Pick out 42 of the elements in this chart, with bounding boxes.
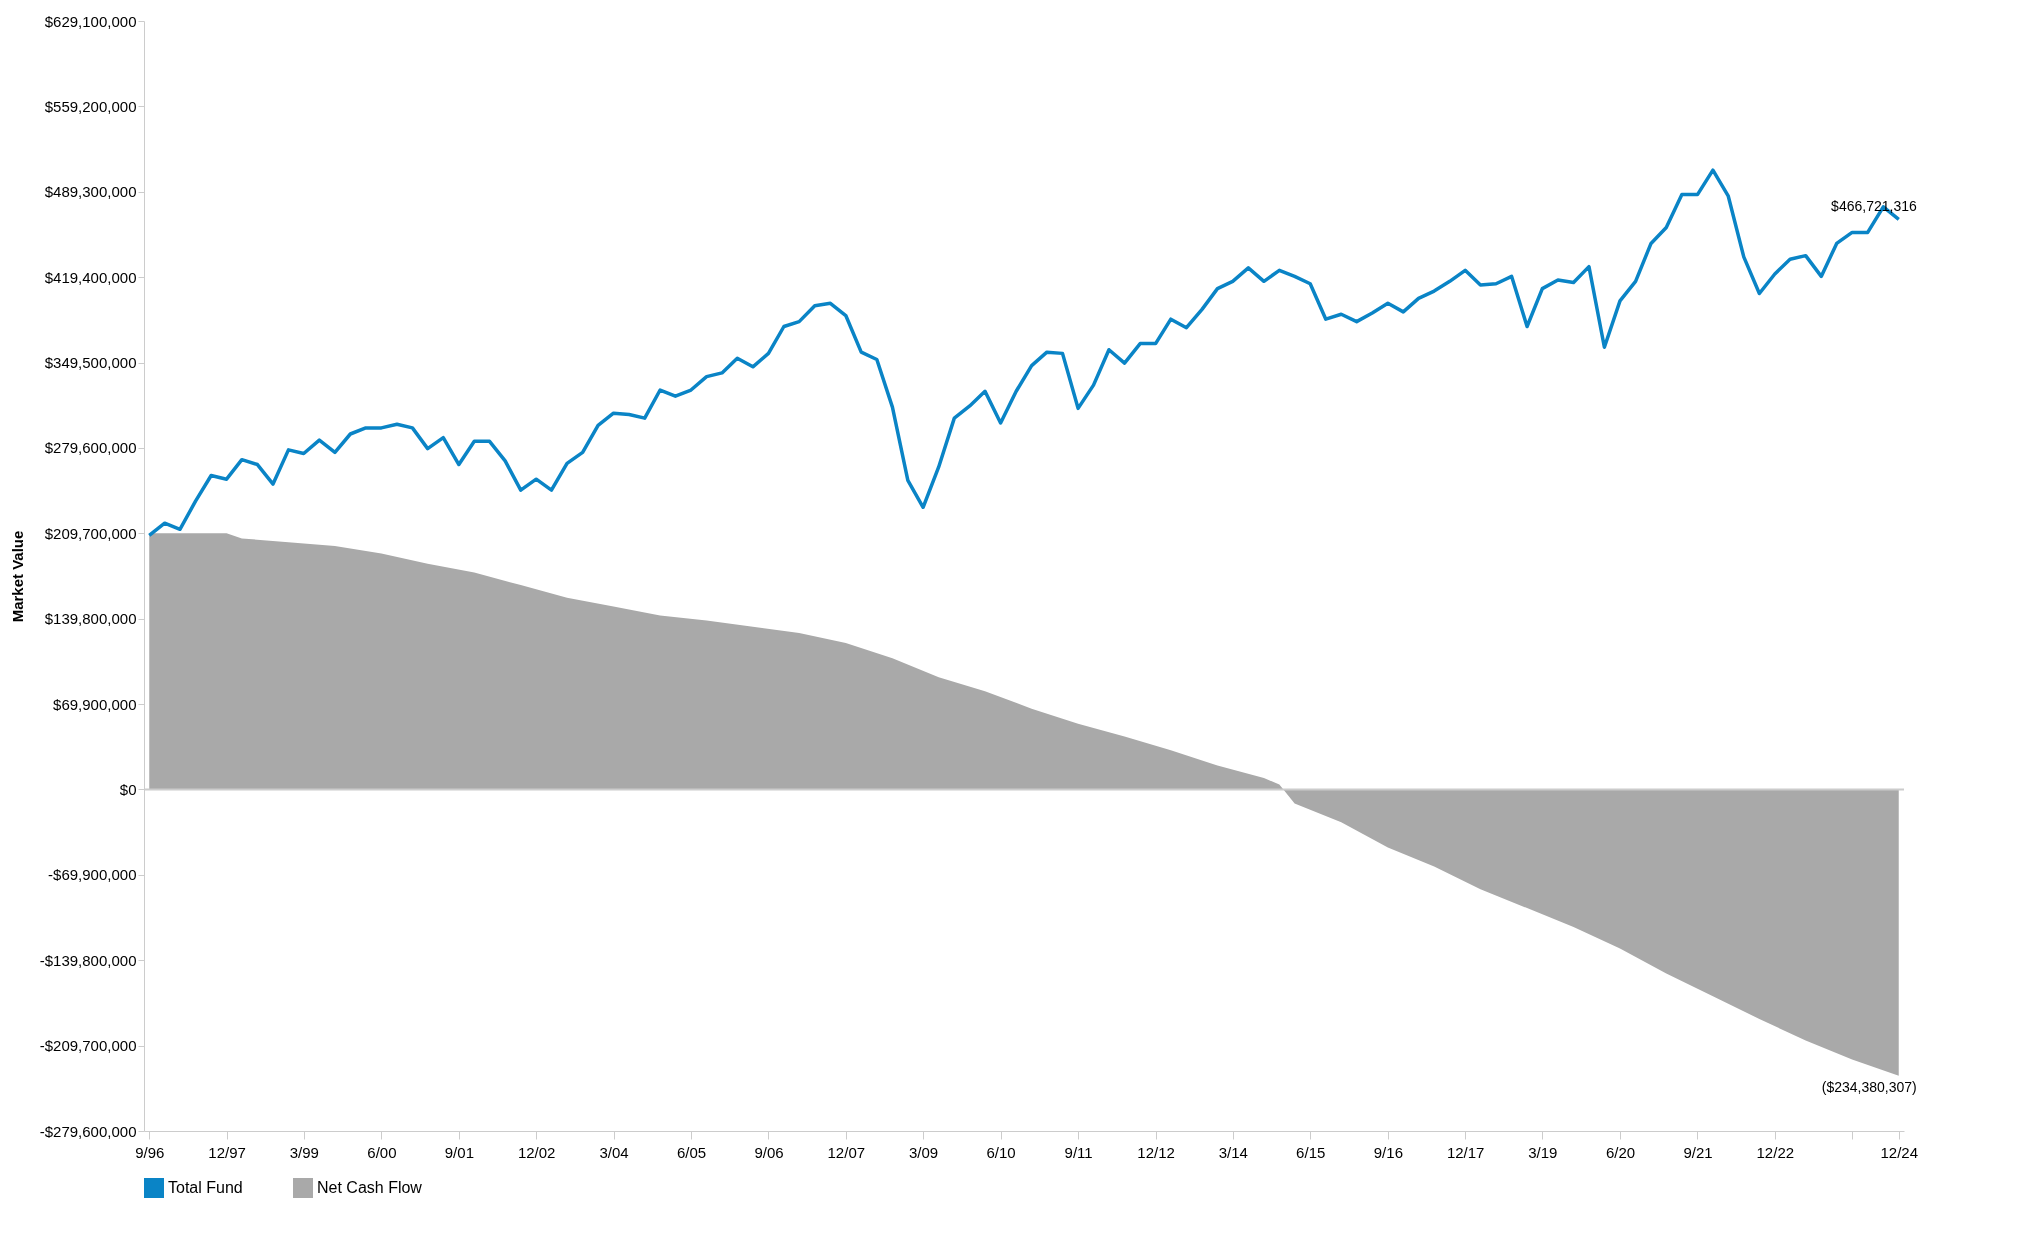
annotation: $466,721,316 [1831,198,1917,215]
x-tick-label: 12/22 [1756,1143,1795,1161]
x-tick-label: 3/04 [599,1143,629,1161]
y-tick-label: $349,500,000 [44,354,137,372]
y-tick-label: $139,800,000 [44,610,137,628]
x-tick-label: 3/99 [289,1143,319,1161]
x-tick-label: 6/00 [367,1143,397,1161]
x-tick-label: 12/07 [827,1143,866,1161]
y-tick-label: -$279,600,000 [39,1122,137,1140]
y-tick-label: -$139,800,000 [39,951,137,969]
y-tick-label: -$209,700,000 [39,1037,137,1055]
y-tick-label: $419,400,000 [44,268,137,286]
x-tick-label: 3/09 [909,1143,939,1161]
y-tick-label: -$69,900,000 [48,866,137,884]
x-tick-label: 9/21 [1683,1143,1713,1161]
y-tick-label: $0 [119,780,137,798]
y-axis-title: Market Value [8,530,26,623]
y-tick-label: $629,100,000 [44,12,137,30]
x-tick-label: 12/12 [1137,1143,1175,1161]
legend-label: Net Cash Flow [317,1179,423,1196]
annotation: ($234,380,307) [1821,1078,1917,1095]
x-tick-label: 6/05 [676,1143,707,1161]
x-tick-label: 12/17 [1446,1143,1485,1161]
x-tick-label: 9/06 [754,1143,784,1161]
x-tick-label: 6/20 [1605,1143,1636,1161]
y-tick-label: $489,300,000 [44,183,137,201]
x-tick-label: 9/96 [135,1143,165,1161]
x-tick-label: 3/19 [1528,1143,1558,1161]
x-tick-label: 12/24 [1880,1143,1919,1161]
x-tick-label: 12/02 [517,1143,556,1161]
x-tick-label: 3/14 [1218,1143,1248,1161]
y-tick-label: $209,700,000 [44,524,137,542]
x-tick-label: 6/10 [986,1143,1016,1161]
x-tick-label: 6/15 [1296,1143,1326,1161]
x-tick-label: 12/97 [208,1143,246,1161]
y-tick-label: $279,600,000 [44,439,137,457]
x-tick-label: 9/16 [1373,1143,1403,1161]
y-tick-label: $69,900,000 [53,695,137,713]
y-tick-label: $559,200,000 [44,97,137,115]
x-tick-label: 9/01 [444,1143,474,1161]
legend-label: Total Fund [168,1179,243,1196]
x-tick-label: 9/11 [1064,1143,1093,1161]
